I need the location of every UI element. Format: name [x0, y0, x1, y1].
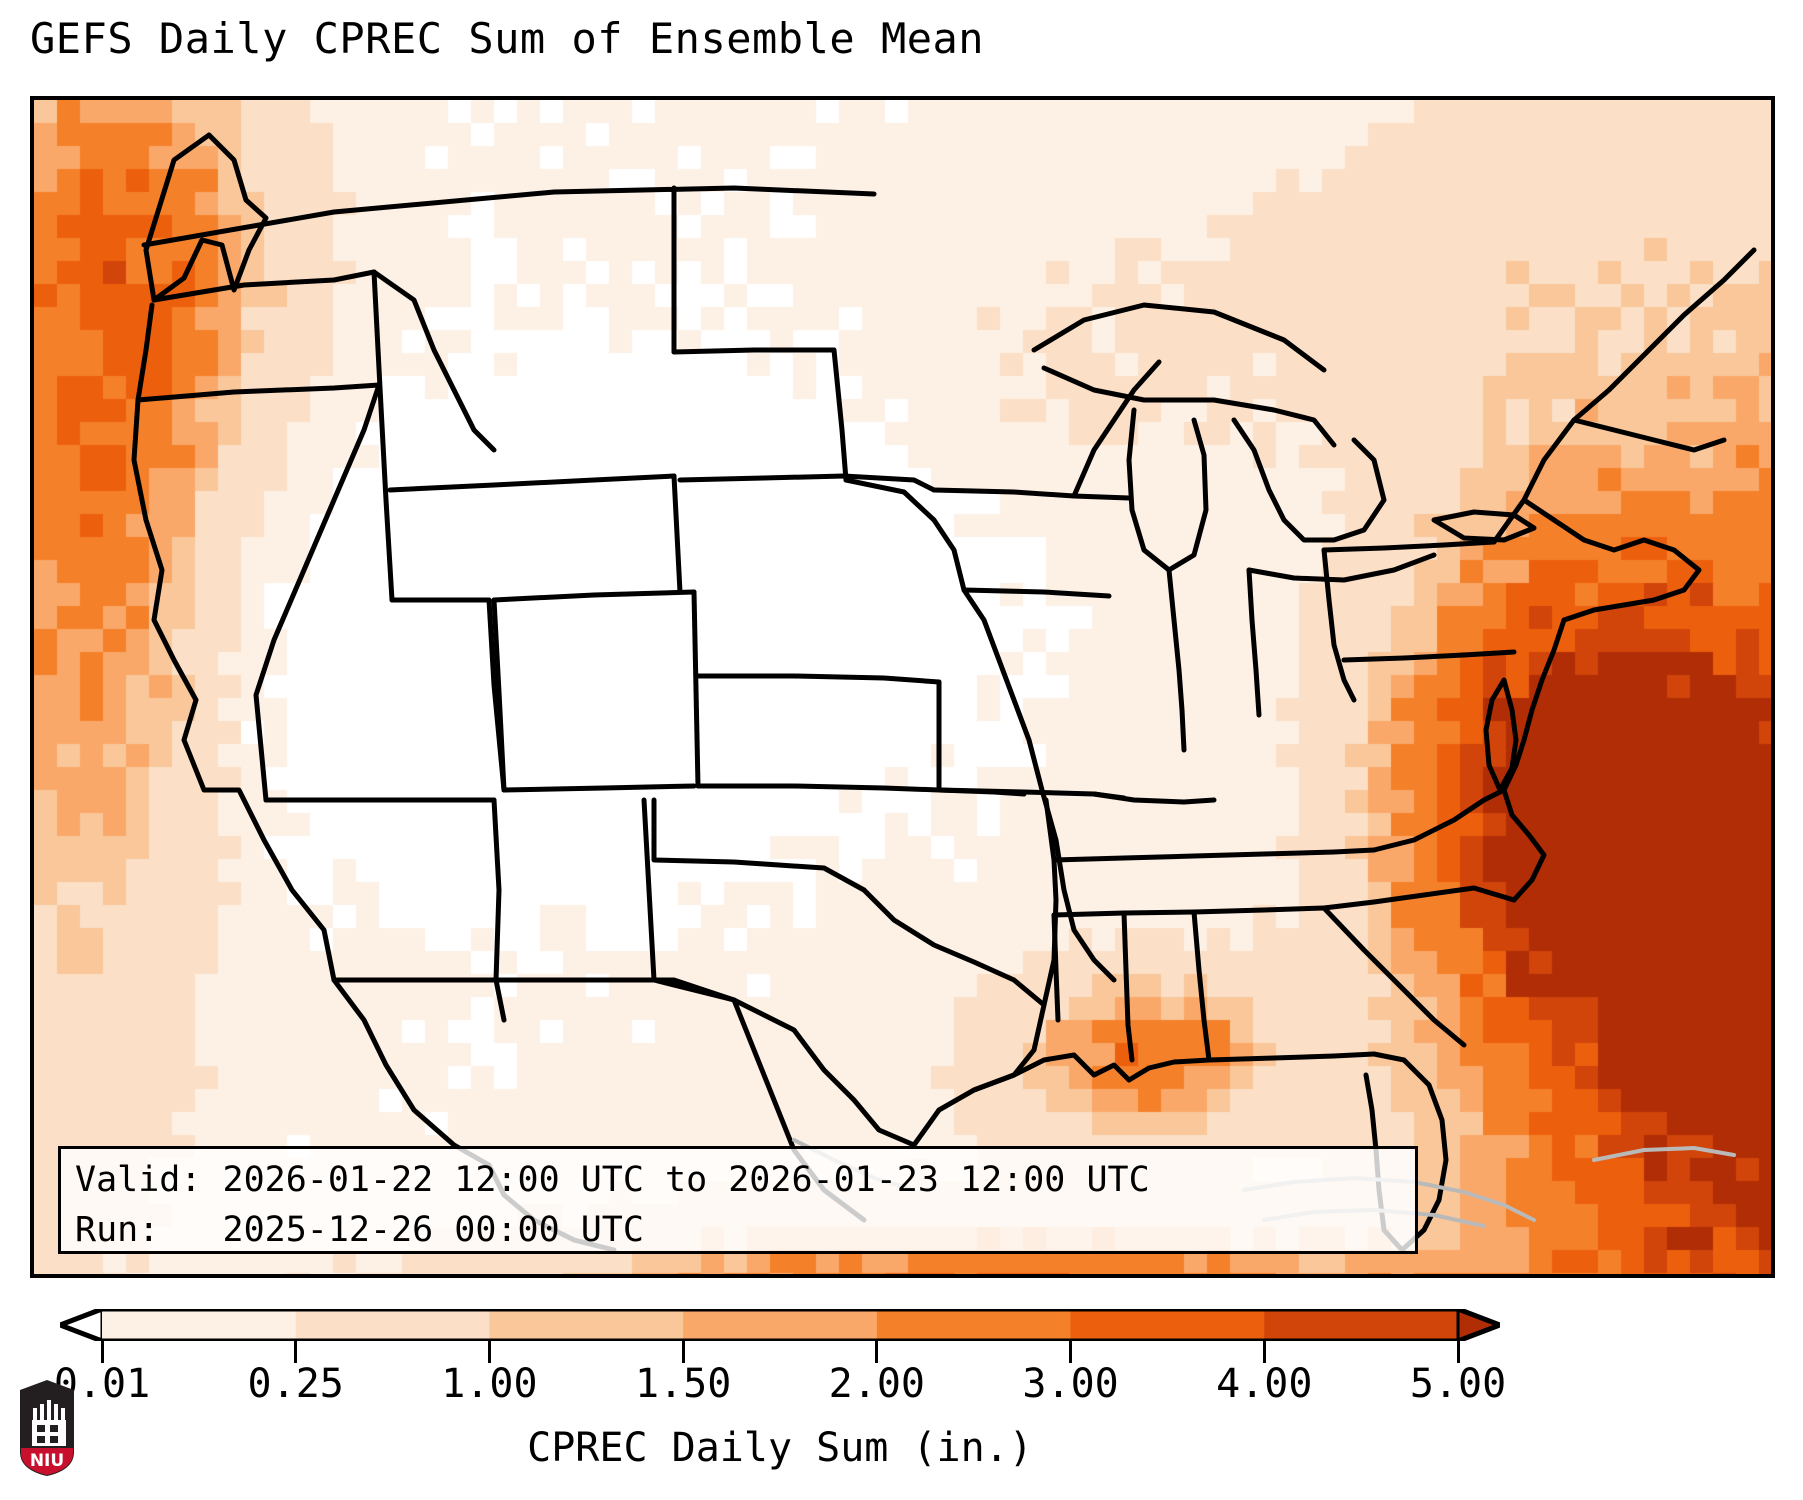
boundary-43 — [1246, 567, 1262, 718]
run-time-text: Run: 2025-12-26 00:00 UTC — [75, 1210, 644, 1250]
colorbar-tick-label-1: 0.25 — [247, 1361, 344, 1407]
boundary-55 — [1371, 787, 1507, 853]
colorbar-tick-label-3: 1.50 — [634, 1361, 732, 1407]
boundary-26 — [651, 887, 1047, 1148]
colorbar-band-3 — [683, 1309, 878, 1341]
boundary-11 — [641, 797, 657, 983]
colorbar-band-0 — [102, 1309, 297, 1341]
info-box: Valid: 2026-01-22 12:00 UTC to 2026-01-2… — [58, 1146, 1418, 1254]
boundary-60 — [1321, 885, 1517, 911]
colorbar-tick-label-4: 2.00 — [828, 1361, 926, 1407]
boundary-35 — [1031, 302, 1327, 373]
boundary-6 — [253, 382, 437, 803]
boundary-52 — [1501, 617, 1567, 903]
boundary-50 — [1571, 417, 1727, 453]
boundary-51 — [1561, 537, 1702, 623]
boundary-10 — [331, 977, 737, 1003]
colorbar-tick-1 — [294, 1341, 298, 1363]
page-title: GEFS Daily CPREC Sum of Ensemble Mean — [30, 14, 985, 63]
colorbar-tick-5 — [1069, 1341, 1073, 1363]
colorbar-band-5 — [1070, 1309, 1265, 1341]
boundary-19 — [671, 347, 837, 355]
boundary-18 — [691, 589, 701, 789]
boundary-13 — [387, 473, 677, 493]
boundary-62 — [1206, 1051, 1377, 1063]
colorbar-tick-2 — [487, 1341, 491, 1363]
colorbar-band-1 — [295, 1309, 491, 1341]
map-panel — [30, 96, 1775, 1278]
colorbar-title: CPREC Daily Sum (in.) — [527, 1425, 1033, 1471]
boundary-58 — [1121, 910, 1135, 1063]
colorbar-band-2 — [489, 1309, 684, 1341]
boundary-15 — [671, 473, 683, 595]
boundary-54 — [1051, 847, 1377, 863]
colorbar-tick-label-6: 4.00 — [1216, 1361, 1313, 1407]
boundary-47 — [1341, 649, 1517, 663]
colorbar-ticks — [60, 1341, 1500, 1363]
boundary-28 — [1041, 797, 1059, 1008]
colorbar-tick-4 — [875, 1341, 879, 1363]
boundary-46 — [1321, 539, 1497, 553]
boundary-37 — [1126, 407, 1209, 573]
colorbar-tick-0 — [100, 1341, 104, 1363]
boundary-25 — [651, 797, 867, 893]
boundary-22 — [831, 347, 849, 483]
boundary-64 — [936, 1052, 1212, 1113]
boundary-48 — [1491, 247, 1757, 545]
niu-logo: NIU — [16, 1378, 78, 1478]
colorbar-tick-6 — [1262, 1341, 1266, 1363]
boundary-39 — [1246, 552, 1437, 583]
boundary-53 — [1483, 677, 1519, 793]
map-boundaries — [131, 132, 1757, 1253]
boundary-49 — [1521, 497, 1647, 553]
boundary-0 — [141, 185, 877, 248]
boundary-31 — [843, 477, 1117, 983]
niu-logo-text: NIU — [30, 1451, 64, 1471]
boundary-36 — [1041, 365, 1337, 448]
colorbar-tick-label-5: 3.00 — [1022, 1361, 1119, 1407]
boundary-44 — [1091, 791, 1217, 805]
boundary-33 — [961, 587, 1112, 599]
boundary-38 — [1231, 417, 1387, 543]
precip-raster — [34, 100, 1771, 1274]
boundary-14 — [491, 589, 697, 603]
boundary-32 — [931, 487, 1077, 499]
boundary-57 — [1191, 909, 1212, 1063]
boundary-3 — [151, 269, 377, 303]
boundary-45 — [1321, 547, 1357, 703]
boundary-5 — [371, 269, 395, 603]
colorbar-tick-label-2: 1.00 — [441, 1361, 538, 1407]
boundary-7 — [389, 597, 507, 793]
colorbar-tick-3 — [681, 1341, 685, 1363]
faint-boundary-2 — [1592, 1146, 1736, 1162]
colorbar-band-4 — [876, 1309, 1072, 1341]
boundary-61 — [1321, 905, 1467, 1048]
boundary-23 — [695, 673, 942, 685]
boundary-16 — [491, 597, 507, 793]
boundary-41 — [1071, 493, 1132, 501]
boundary-42 — [1166, 567, 1187, 753]
colorbar-band-6 — [1264, 1309, 1459, 1341]
boundary-4 — [135, 382, 382, 403]
boundary-1 — [143, 132, 269, 303]
boundary-2 — [131, 302, 507, 1198]
colorbar-tick-label-7: 5.00 — [1409, 1361, 1507, 1407]
boundary-24 — [695, 783, 942, 793]
boundary-9 — [491, 797, 507, 1023]
colorbar — [60, 1309, 1500, 1341]
boundary-17 — [501, 783, 697, 793]
boundary-34 — [1071, 359, 1162, 499]
colorbar-tick-7 — [1456, 1341, 1460, 1363]
boundary-59 — [1051, 912, 1061, 1023]
colorbar-tick-labels: 0.01 0.25 1.00 1.50 2.00 3.00 4.00 5.00 — [0, 1361, 1803, 1409]
boundary-56 — [1051, 905, 1327, 918]
boundary-40 — [1431, 509, 1537, 543]
valid-time-text: Valid: 2026-01-22 12:00 UTC to 2026-01-2… — [75, 1160, 1150, 1200]
boundary-12 — [371, 269, 497, 453]
